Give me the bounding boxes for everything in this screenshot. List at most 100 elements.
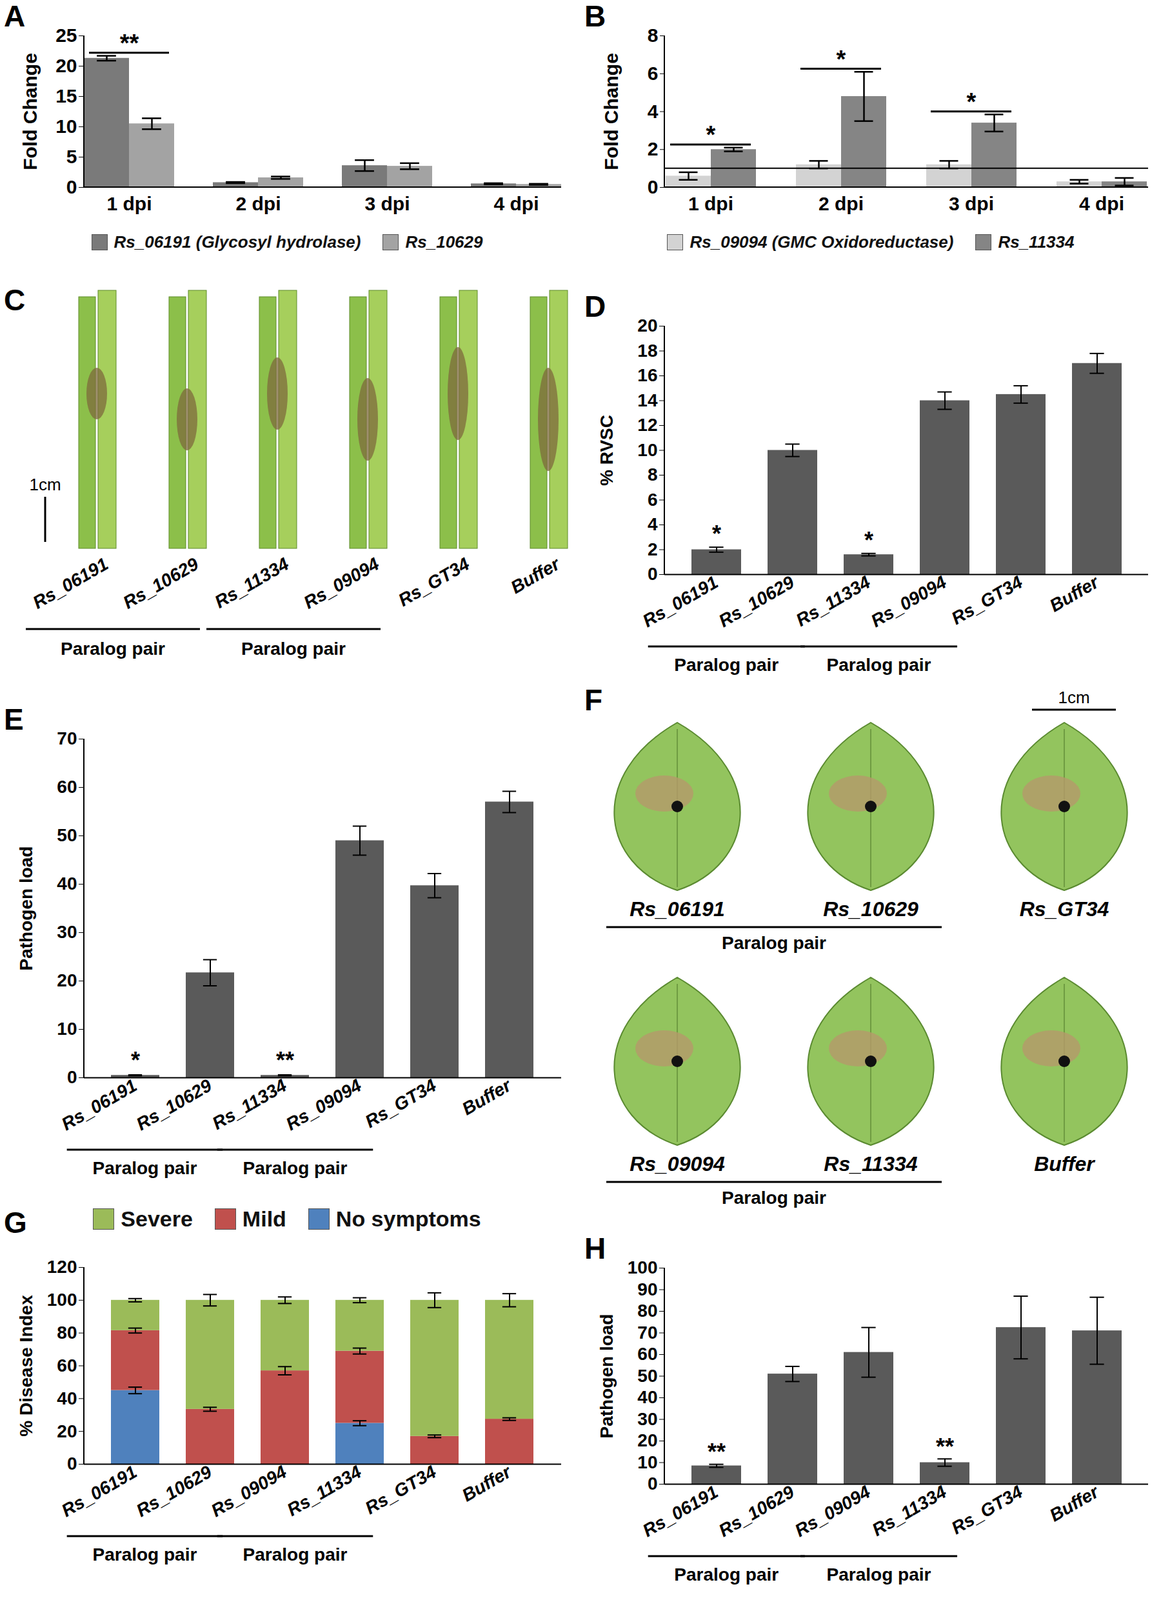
svg-text:4 dpi: 4 dpi — [1079, 192, 1125, 215]
svg-text:Pathogen load: Pathogen load — [16, 846, 37, 971]
svg-text:0: 0 — [647, 563, 658, 584]
svg-text:10: 10 — [637, 1451, 658, 1472]
svg-text:3 dpi: 3 dpi — [948, 192, 994, 215]
svg-text:6: 6 — [647, 62, 659, 84]
svg-text:Rs_GT34: Rs_GT34 — [1019, 897, 1110, 921]
svg-text:Rs_GT34: Rs_GT34 — [948, 571, 1027, 629]
svg-text:0: 0 — [67, 1066, 78, 1087]
svg-text:Rs_06191: Rs_06191 — [58, 1075, 140, 1134]
svg-text:80: 80 — [56, 1322, 77, 1343]
svg-text:Rs_11334: Rs_11334 — [868, 1480, 951, 1540]
svg-text:Rs_09094: Rs_09094 — [207, 1460, 291, 1521]
svg-text:Paralog pair: Paralog pair — [60, 638, 166, 659]
svg-text:10: 10 — [55, 115, 77, 137]
svg-text:8: 8 — [647, 24, 659, 46]
svg-text:12: 12 — [637, 414, 658, 435]
svg-text:6: 6 — [647, 489, 658, 510]
svg-text:Buffer: Buffer — [1046, 571, 1103, 616]
svg-text:1 dpi: 1 dpi — [106, 192, 152, 215]
svg-text:30: 30 — [56, 921, 77, 942]
svg-text:*: * — [130, 1046, 140, 1074]
svg-text:70: 70 — [56, 728, 77, 749]
svg-text:Fold Change: Fold Change — [19, 52, 41, 171]
svg-text:*: * — [966, 88, 977, 116]
svg-text:14: 14 — [637, 390, 658, 411]
svg-text:20: 20 — [637, 1429, 658, 1450]
svg-text:100: 100 — [627, 1257, 658, 1278]
svg-text:0: 0 — [67, 1453, 78, 1474]
svg-text:Fold Change: Fold Change — [600, 52, 622, 171]
svg-text:Buffer: Buffer — [458, 1460, 516, 1506]
svg-text:60: 60 — [637, 1343, 658, 1364]
svg-text:Buffer: Buffer — [458, 1074, 516, 1120]
svg-text:Buffer: Buffer — [1046, 1480, 1103, 1526]
svg-text:Paralog pair: Paralog pair — [674, 654, 779, 675]
svg-text:2 dpi: 2 dpi — [818, 192, 864, 215]
svg-text:Rs_10629: Rs_10629 — [823, 897, 919, 921]
svg-text:40: 40 — [56, 1388, 77, 1409]
svg-text:Rs_11334: Rs_11334 — [823, 1151, 918, 1176]
svg-text:20: 20 — [56, 1420, 77, 1441]
svg-text:Paralog pair: Paralog pair — [243, 1544, 348, 1565]
svg-text:Paralog pair: Paralog pair — [674, 1564, 779, 1585]
svg-text:100: 100 — [47, 1289, 78, 1310]
svg-text:Rs_09094: Rs_09094 — [300, 553, 384, 613]
svg-text:Rs_10629: Rs_10629 — [715, 1480, 798, 1541]
svg-text:Rs_GT34: Rs_GT34 — [361, 1460, 440, 1518]
svg-text:Rs_06191: Rs_06191 — [29, 553, 112, 613]
svg-text:*: * — [712, 520, 722, 547]
svg-text:40: 40 — [56, 873, 77, 894]
svg-text:4: 4 — [647, 100, 659, 122]
svg-text:*: * — [706, 121, 716, 149]
svg-text:Rs_06191: Rs_06191 — [639, 572, 722, 631]
svg-text:Paralog pair: Paralog pair — [243, 1157, 348, 1178]
svg-text:**: ** — [707, 1438, 726, 1465]
svg-text:0: 0 — [647, 1473, 658, 1494]
svg-text:Paralog pair: Paralog pair — [826, 1564, 932, 1585]
svg-text:Paralog pair: Paralog pair — [721, 932, 827, 953]
svg-text:Paralog pair: Paralog pair — [721, 1187, 827, 1208]
svg-text:8: 8 — [647, 464, 658, 485]
svg-text:Rs_GT34: Rs_GT34 — [394, 553, 473, 611]
svg-text:Rs_09094: Rs_09094 — [629, 1151, 725, 1176]
svg-text:90: 90 — [637, 1279, 658, 1300]
svg-text:**: ** — [276, 1046, 295, 1074]
svg-text:25: 25 — [55, 24, 77, 46]
svg-text:2 dpi: 2 dpi — [235, 192, 281, 215]
svg-text:Paralog pair: Paralog pair — [826, 654, 932, 675]
svg-text:Rs_11334: Rs_11334 — [210, 553, 293, 613]
svg-text:20: 20 — [637, 315, 658, 336]
svg-text:Pathogen load: Pathogen load — [596, 1313, 617, 1439]
svg-text:Rs_06191: Rs_06191 — [58, 1461, 140, 1521]
svg-text:Rs_GT34: Rs_GT34 — [948, 1480, 1027, 1538]
svg-text:Rs_06191: Rs_06191 — [639, 1481, 722, 1541]
svg-text:60: 60 — [56, 776, 77, 797]
svg-text:Rs_10629: Rs_10629 — [132, 1074, 216, 1134]
svg-text:Rs_10629: Rs_10629 — [715, 571, 798, 631]
svg-text:Rs_11334: Rs_11334 — [792, 571, 874, 631]
svg-text:4 dpi: 4 dpi — [493, 192, 539, 215]
svg-text:Rs_10629: Rs_10629 — [132, 1460, 216, 1521]
svg-text:0: 0 — [647, 176, 659, 198]
svg-text:Rs_11334: Rs_11334 — [208, 1074, 291, 1134]
svg-text:120: 120 — [47, 1256, 78, 1277]
svg-text:*: * — [864, 526, 874, 554]
svg-text:20: 20 — [56, 970, 77, 991]
svg-text:Paralog pair: Paralog pair — [92, 1544, 198, 1565]
svg-text:10: 10 — [56, 1018, 77, 1039]
svg-text:3 dpi: 3 dpi — [364, 192, 410, 215]
svg-text:10: 10 — [637, 439, 658, 460]
svg-text:60: 60 — [56, 1355, 77, 1376]
svg-text:0: 0 — [66, 176, 78, 198]
svg-text:70: 70 — [637, 1322, 658, 1343]
svg-text:Rs_09094: Rs_09094 — [791, 1480, 874, 1541]
svg-text:Buffer: Buffer — [1033, 1151, 1096, 1176]
svg-text:**: ** — [935, 1433, 954, 1460]
svg-text:18: 18 — [637, 340, 658, 361]
svg-text:**: ** — [119, 29, 140, 57]
svg-text:15: 15 — [55, 85, 77, 107]
svg-text:5: 5 — [66, 145, 78, 168]
svg-text:*: * — [836, 45, 847, 73]
svg-text:30: 30 — [637, 1408, 658, 1429]
svg-text:50: 50 — [637, 1365, 658, 1386]
